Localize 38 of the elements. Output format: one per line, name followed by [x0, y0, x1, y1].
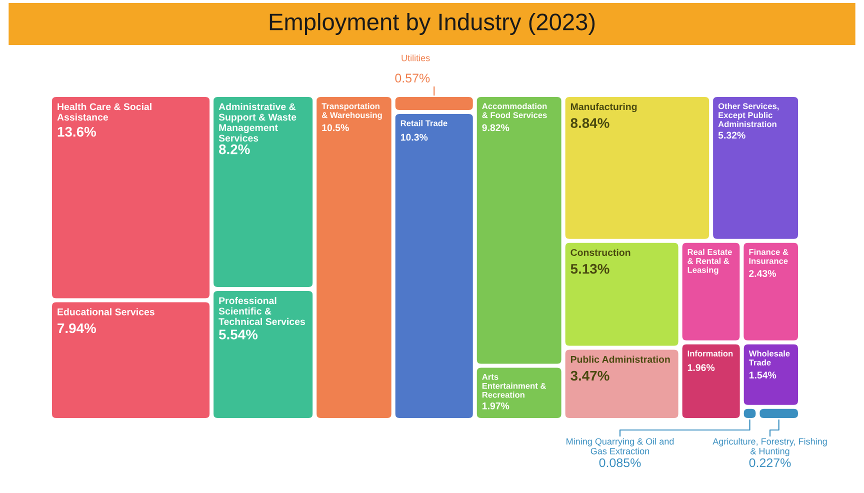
category-label: Professional Scientific & Technical Services [218, 296, 305, 326]
category-label: Agriculture, Forestry, Fishing & Hunting [712, 438, 827, 456]
category-label: Accommodation & Food Services [482, 103, 547, 118]
data-label: 1.54% [749, 372, 776, 379]
category-label: Wholesale Trade [748, 350, 790, 366]
category-label: Retail Trade [400, 120, 448, 126]
category-label: Arts Entertainment & Recreation [482, 374, 546, 398]
data-label: 1.97% [482, 402, 510, 410]
data-label: 13.6% [58, 126, 96, 137]
text: Employment by Industry (2023) [270, 12, 595, 36]
data-label: 3.47% [570, 370, 610, 381]
category-label: Construction [570, 248, 630, 256]
category-label: Finance & Insurance [749, 248, 788, 264]
category-label: Transportation & Warehousing [322, 103, 382, 120]
data-label: 0.227% [749, 458, 791, 468]
category-label: Real Estate & Rental & Leasing [688, 248, 732, 275]
category-label: Mining Quarrying & Oil and Gas Extraction [566, 438, 674, 454]
category-label: Other Services, Except Public Administration [718, 103, 779, 128]
data-label: 8.84% [570, 118, 610, 128]
category-label: Educational Services [58, 308, 154, 316]
category-label: Manufacturing [570, 103, 637, 112]
data-label: 10.5% [322, 124, 349, 132]
data-label: 5.32% [718, 132, 746, 139]
data-label: 8.2% [218, 144, 250, 154]
data-label: 9.82% [482, 124, 510, 132]
category-label: Health Care & Social Assistance [57, 103, 152, 121]
data-label: 2.43% [749, 270, 776, 277]
data-label: 0.57% [395, 74, 430, 83]
data-label: 1.96% [688, 364, 715, 372]
data-label: 5.54% [218, 330, 258, 340]
data-label: 7.94% [58, 323, 96, 334]
data-label: 5.13% [570, 264, 610, 274]
category-label: Public Administration [570, 356, 670, 363]
category-label: Administrative & Support & Waste Management Services [218, 103, 296, 142]
category-label: Information [688, 350, 733, 357]
data-label: 0.085% [599, 458, 641, 468]
data-label: 10.3% [400, 134, 428, 141]
category-label: Utilities [402, 54, 430, 62]
